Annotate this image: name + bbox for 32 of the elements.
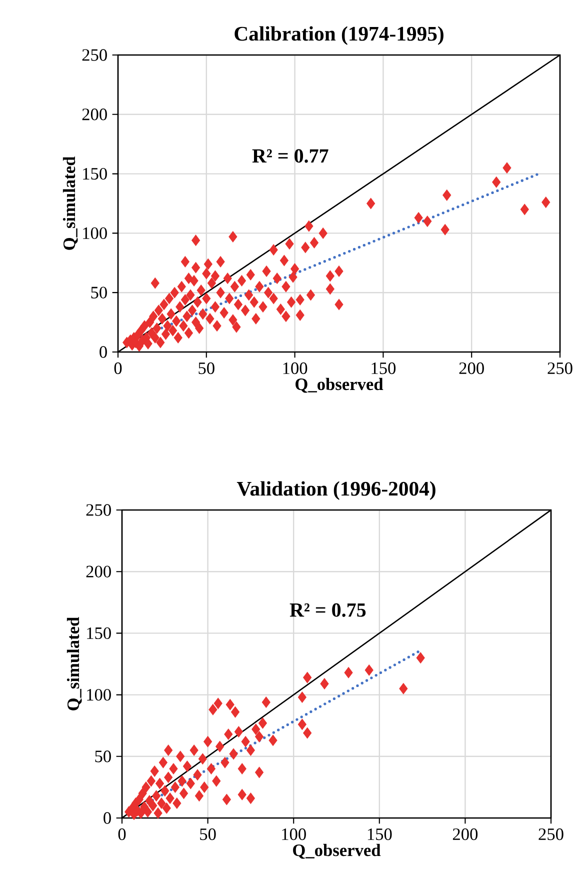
y-tick-label: 200 — [82, 108, 107, 120]
y-tick-label: 50 — [95, 750, 111, 762]
x-tick-label: 150 — [372, 362, 396, 374]
annotation: R² = 0.75 — [290, 603, 366, 617]
x-tick-label: 250 — [548, 362, 572, 374]
x-axis-title: Q_observed — [293, 844, 381, 859]
y-axis-title: Q_simulated — [62, 156, 78, 250]
annotation: R² = 0.77 — [252, 149, 328, 163]
y-tick-label: 150 — [83, 168, 107, 180]
x-tick-label: 0 — [118, 828, 126, 840]
y-tick-label: 100 — [87, 688, 111, 701]
x-axis-title: Q_observed — [296, 378, 384, 393]
y-tick-label: 250 — [82, 49, 107, 61]
x-tick-label: 250 — [538, 828, 564, 840]
x-tick-label: 0 — [114, 362, 122, 374]
x-tick-label: 200 — [459, 362, 484, 374]
y-tick-label: 0 — [100, 346, 107, 358]
x-tick-label: 150 — [368, 828, 392, 840]
y-tick-label: 50 — [91, 286, 107, 298]
chart-title: Calibration (1974-1995) — [234, 26, 444, 45]
y-tick-label: 250 — [86, 504, 111, 516]
y-tick-label: 150 — [87, 627, 111, 640]
x-tick-label: 200 — [452, 828, 478, 840]
x-tick-label: 50 — [200, 828, 216, 840]
x-tick-label: 100 — [282, 828, 306, 840]
y-tick-label: 0 — [104, 812, 111, 824]
x-tick-label: 50 — [198, 362, 214, 374]
y-tick-label: 100 — [83, 227, 107, 240]
x-tick-label: 100 — [283, 362, 308, 374]
y-axis-title: Q_simulated — [66, 616, 82, 710]
chart-title: Validation (1996-2004) — [236, 481, 436, 500]
y-tick-label: 200 — [86, 566, 111, 578]
